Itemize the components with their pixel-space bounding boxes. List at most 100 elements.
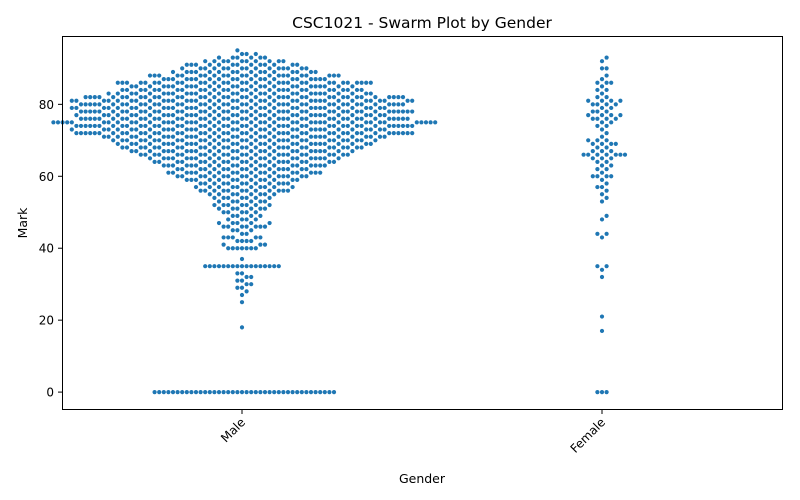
data-point-male (203, 264, 208, 269)
data-point-male (184, 156, 189, 161)
data-point-male (239, 264, 245, 269)
data-point-male (258, 224, 263, 229)
data-point-male (258, 206, 263, 211)
data-point-male (331, 389, 337, 395)
data-point-male (207, 264, 212, 269)
data-point-male (258, 163, 263, 168)
data-point-male (262, 199, 268, 204)
data-point-male (276, 109, 281, 114)
data-point-male (230, 228, 235, 233)
data-point-female (595, 152, 600, 157)
data-point-male (138, 80, 143, 85)
data-point-female (599, 314, 605, 319)
data-point-male (230, 213, 235, 218)
data-point-male (152, 159, 157, 164)
data-point-male (327, 73, 332, 78)
data-point-male (207, 120, 212, 125)
data-point-male (341, 109, 346, 114)
data-point-male (152, 145, 157, 150)
data-point-male (345, 87, 350, 93)
data-point-male (295, 127, 300, 132)
data-point-male (147, 73, 153, 78)
data-point-male (161, 113, 166, 118)
data-point-female (599, 199, 605, 204)
data-point-male (157, 95, 162, 100)
data-point-male (364, 120, 369, 125)
data-point-male (299, 87, 304, 93)
data-point-male (189, 69, 194, 75)
data-point-male (101, 134, 107, 139)
data-point-male (244, 123, 249, 129)
data-point-male (249, 91, 254, 96)
data-point-male (193, 105, 199, 111)
data-point-male (216, 156, 222, 161)
data-point-male (235, 389, 240, 395)
data-point-male (230, 98, 235, 103)
data-point-male (235, 278, 240, 283)
data-point-male (193, 170, 199, 175)
data-point-male (295, 69, 300, 75)
data-point-male (221, 264, 226, 269)
data-point-male (203, 66, 208, 71)
data-point-male (249, 55, 254, 60)
data-point-male (230, 192, 235, 197)
data-point-female (604, 264, 609, 269)
data-point-male (285, 73, 291, 78)
data-point-male (308, 389, 314, 395)
data-point-female (604, 80, 609, 85)
data-point-male (382, 120, 387, 125)
data-point-male (410, 98, 415, 103)
data-point-male (249, 98, 254, 103)
data-point-male (184, 77, 189, 82)
data-point-male (74, 113, 79, 118)
data-point-male (152, 102, 157, 107)
data-point-female (595, 264, 600, 269)
data-point-male (212, 95, 217, 100)
data-point-male (327, 80, 332, 85)
data-point-male (180, 145, 185, 150)
data-point-male (198, 145, 203, 150)
data-point-male (313, 127, 318, 132)
data-point-male (400, 123, 406, 129)
data-point-male (124, 116, 130, 121)
data-point-male (249, 105, 254, 111)
data-point-male (304, 159, 309, 164)
data-point-male (161, 105, 166, 111)
data-point-male (92, 95, 97, 100)
data-point-male (276, 131, 281, 136)
data-point-male (147, 156, 153, 161)
data-point-male (189, 113, 194, 118)
data-point-male (134, 84, 139, 89)
data-point-male (249, 206, 254, 211)
data-point-male (299, 73, 304, 78)
data-point-male (382, 113, 387, 118)
data-point-male (198, 166, 203, 172)
data-point-male (359, 95, 364, 100)
data-point-male (235, 213, 240, 218)
data-point-male (281, 102, 286, 107)
data-point-male (189, 77, 194, 82)
data-point-male (359, 116, 364, 121)
data-point-male (285, 131, 291, 136)
data-point-male (193, 91, 199, 96)
data-point-male (350, 127, 355, 132)
data-point-male (285, 166, 291, 172)
data-point-male (115, 113, 120, 118)
data-point-male (221, 174, 226, 179)
data-point-male (143, 87, 148, 93)
data-point-male (203, 87, 208, 93)
data-point-male (290, 177, 295, 182)
data-point-male (175, 389, 180, 395)
data-point-male (290, 389, 295, 395)
data-point-male (258, 62, 263, 67)
data-point-male (377, 120, 383, 125)
data-point-male (203, 102, 208, 107)
data-point-male (106, 98, 111, 103)
data-point-male (244, 159, 249, 164)
data-point-male (354, 145, 360, 150)
data-point-female (604, 131, 609, 136)
data-point-male (207, 113, 212, 118)
data-point-male (377, 127, 383, 132)
data-point-male (244, 389, 249, 395)
data-point-male (170, 163, 176, 168)
